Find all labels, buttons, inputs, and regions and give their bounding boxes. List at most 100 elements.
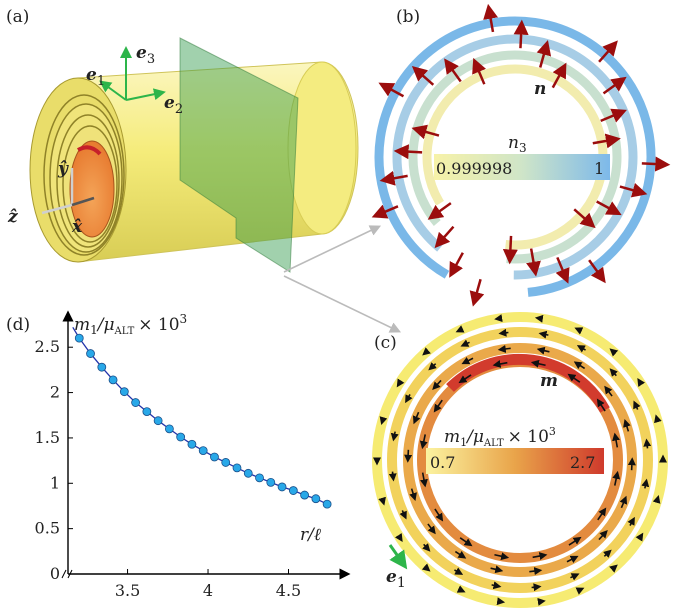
m-arrow	[491, 581, 502, 590]
m-arrow	[575, 587, 585, 595]
data-point	[243, 468, 253, 478]
n-arrow	[371, 204, 399, 219]
data-point	[288, 486, 298, 495]
m-arrow	[412, 411, 421, 425]
n-arrow	[573, 208, 596, 229]
data-point	[300, 490, 309, 500]
m-arrow	[494, 552, 510, 561]
m-arrow	[422, 347, 431, 356]
ring-b-3	[408, 50, 622, 264]
n-arrow	[469, 278, 485, 307]
n-arrow	[393, 144, 423, 160]
m-arrow	[598, 530, 608, 541]
n-arrow	[379, 170, 408, 186]
n-arrow	[536, 40, 552, 68]
y-tick-label: 1.5	[35, 428, 60, 447]
m-arrow	[394, 533, 403, 542]
y-tick-label: 2.5	[35, 337, 60, 356]
m-arrow	[612, 470, 621, 486]
m-arrow	[490, 565, 504, 574]
data-point	[277, 482, 287, 492]
data-point	[311, 494, 321, 504]
m-arrow	[609, 564, 618, 573]
label-x-hat: x̂	[71, 217, 83, 237]
m-arrow	[635, 532, 644, 542]
m-arrow	[531, 583, 542, 592]
data-point	[86, 349, 95, 358]
m-arrow	[388, 471, 397, 482]
m-arrow	[461, 356, 474, 365]
colorbar-b-title: n3	[508, 133, 527, 155]
y-tick-label: 2	[50, 383, 60, 402]
colorbar-b-max: 1	[594, 159, 604, 178]
label-n: n	[534, 79, 546, 99]
m-arrow	[570, 573, 580, 581]
panel-label-c: (c)	[374, 333, 397, 353]
y-tick-label: 0	[50, 564, 60, 583]
y-ticks: 0 0.5 1 1.5 2 2.5	[35, 337, 73, 583]
n-arrow	[555, 256, 570, 284]
label-y-hat: ŷ	[57, 159, 69, 179]
n-arrow	[596, 200, 622, 216]
core-arc-marker	[76, 145, 102, 156]
m-arrow	[492, 360, 508, 368]
m-arrow	[609, 348, 619, 357]
m-arrow	[567, 373, 581, 383]
m-arrow	[654, 414, 662, 424]
m-arrow	[454, 550, 467, 559]
data-point	[108, 375, 118, 385]
data-point	[232, 463, 242, 473]
m-arrow	[596, 398, 606, 412]
n-vector-arrows	[371, 3, 671, 307]
pointer-to-b	[283, 225, 382, 273]
m-arrow	[597, 507, 607, 521]
data-point	[131, 398, 140, 407]
n-arrow	[592, 133, 621, 149]
m-arrow	[652, 495, 661, 504]
n-arrow	[619, 182, 648, 198]
m-arrow	[422, 543, 431, 552]
panel-d-chart: 0 0.5 1 1.5 2 2.5 3.5 4 4.5 m1/μALT × 103 r/ℓ	[35, 310, 351, 600]
fit-curve	[72, 326, 328, 505]
n-arrow	[598, 40, 618, 63]
m-arrow	[427, 523, 436, 535]
colorbar-c-title: m1/μALT × 103	[444, 425, 556, 449]
m-arrow	[420, 472, 428, 488]
m-arrow	[576, 345, 586, 353]
m-arrow	[419, 434, 428, 450]
m-arrow	[643, 438, 652, 449]
pointer-to-c	[283, 275, 402, 333]
m-arrow	[568, 536, 582, 546]
colorbar-c-min: 0.7	[430, 453, 455, 472]
n-arrow	[411, 124, 440, 140]
n-arrow	[641, 156, 671, 172]
n-arrow	[444, 58, 462, 83]
m-vector-arrows	[373, 314, 667, 606]
x-tick-label: 3.5	[115, 581, 140, 600]
m-arrow	[532, 552, 548, 560]
x-ticks: 3.5 4 4.5	[115, 569, 301, 600]
n-arrow	[483, 3, 499, 33]
y-tick-label: 0.5	[35, 519, 60, 538]
ring-c-2	[387, 327, 653, 593]
n-arrow	[472, 57, 486, 85]
data-point	[322, 499, 332, 509]
data-point	[142, 407, 152, 417]
m-arrow	[405, 394, 413, 404]
m-arrow	[498, 328, 509, 337]
data-point	[266, 477, 276, 487]
local-frame-axes	[99, 46, 166, 101]
m-arrow	[566, 555, 579, 564]
data-point	[119, 387, 129, 397]
y-tick-label: 1	[50, 473, 60, 492]
m-arrow	[399, 510, 407, 520]
m-arrow	[538, 330, 549, 339]
m-arrow	[455, 325, 465, 333]
m-arrow	[619, 495, 628, 509]
ring-b-4	[422, 64, 608, 250]
slicing-plane	[179, 37, 299, 273]
data-point	[74, 333, 84, 343]
m-arrow	[458, 374, 472, 384]
data-point	[187, 439, 197, 449]
colorbar-c	[426, 448, 604, 474]
